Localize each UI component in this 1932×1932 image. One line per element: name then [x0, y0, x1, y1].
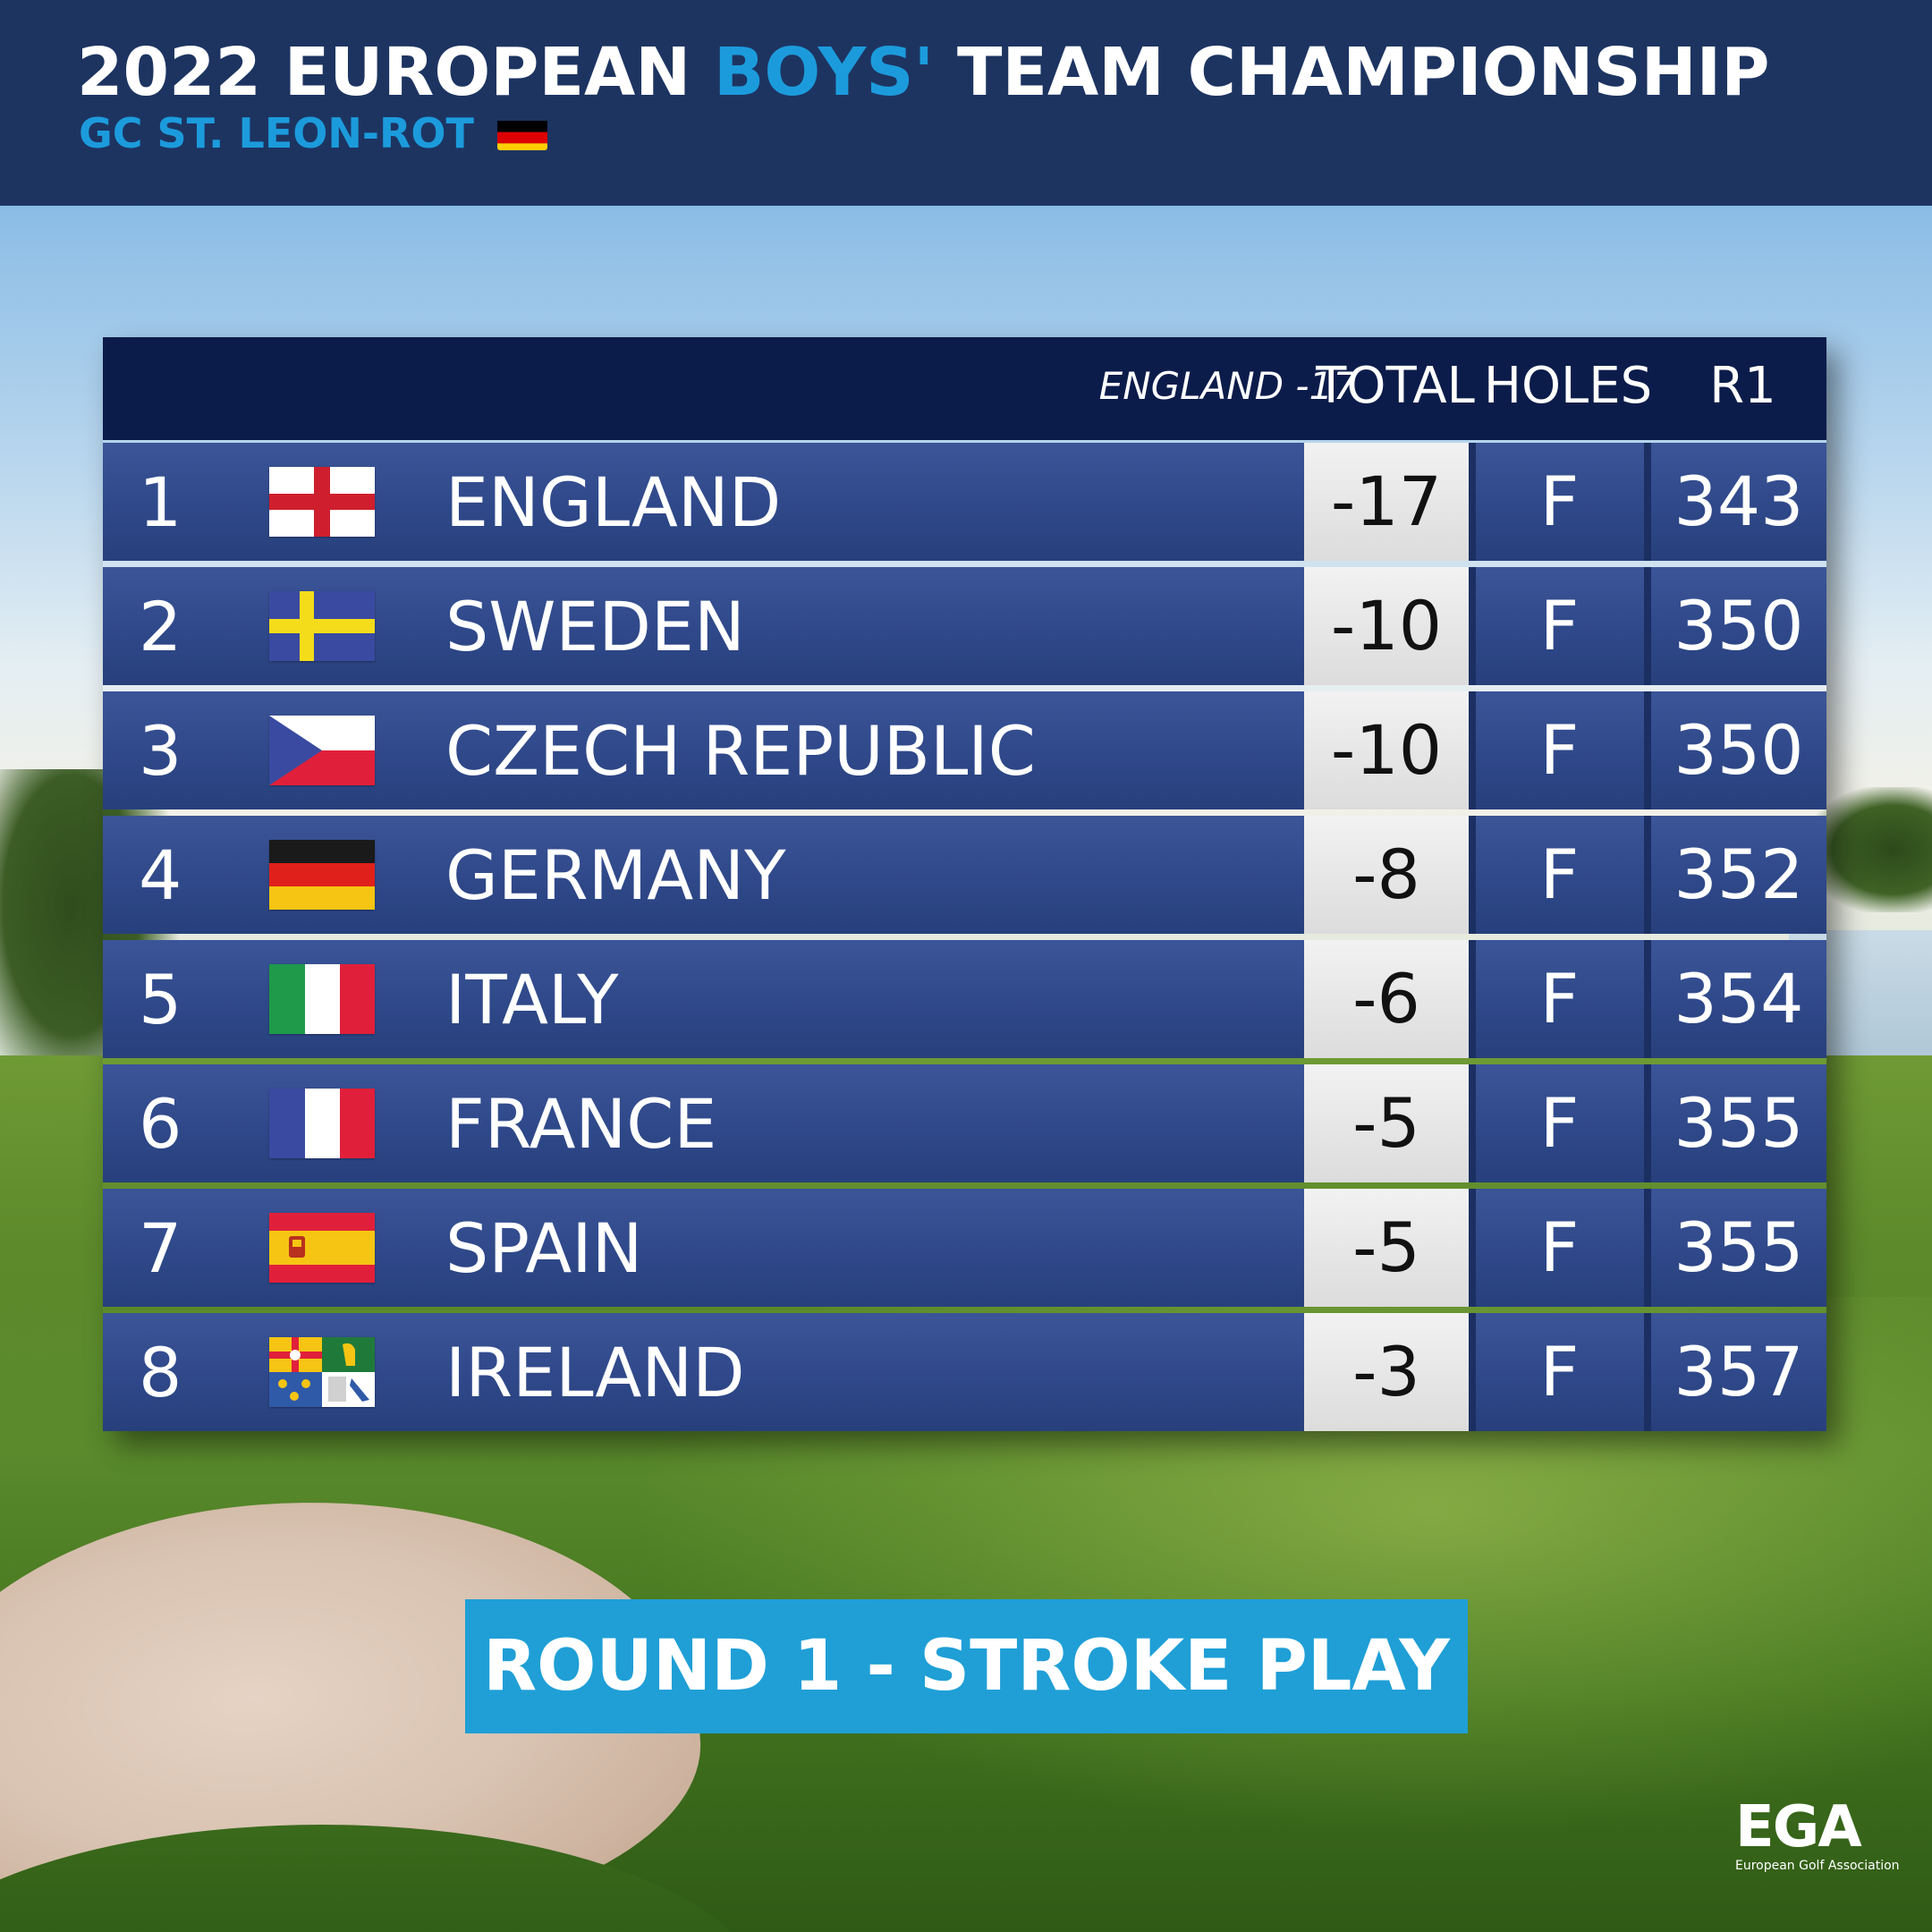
round-1-score: 354	[1674, 959, 1804, 1038]
position: 3	[139, 711, 182, 791]
holes-status: F	[1539, 1332, 1580, 1411]
table-row: 8 IRELAND -3 F 357	[103, 1313, 1826, 1431]
column-divider	[1644, 691, 1651, 809]
column-divider	[1644, 567, 1651, 685]
table-row: 3 CZECH REPUBLIC -10 F 350	[103, 691, 1826, 809]
holes-status: F	[1539, 586, 1580, 665]
holes-status: F	[1539, 959, 1580, 1038]
holes-status: F	[1539, 835, 1580, 914]
ega-logo-mark: EGA	[1735, 1794, 1862, 1860]
table-row: 1 ENGLAND -17 F 343	[103, 443, 1826, 561]
total-score: -10	[1304, 567, 1469, 685]
team-name: SPAIN	[445, 1208, 643, 1288]
title-part-1: 2022 EUROPEAN	[77, 34, 714, 111]
table-row: 2 SWEDEN -10 F 350	[103, 567, 1826, 685]
venue-name: GC ST. LEON-ROT	[79, 109, 474, 157]
spain-flag-icon	[269, 1213, 375, 1283]
column-divider	[1469, 691, 1476, 809]
holes-status: F	[1539, 1208, 1580, 1287]
ireland-four-provinces-flag-icon	[269, 1337, 375, 1407]
ega-logo-subtitle: European Golf Association	[1735, 1859, 1900, 1873]
venue-line: GC ST. LEON-ROT	[79, 109, 547, 157]
position: 8	[139, 1333, 182, 1412]
team-name: FRANCE	[445, 1084, 717, 1164]
column-divider	[1469, 1313, 1476, 1431]
column-divider	[1644, 1189, 1651, 1307]
position: 2	[139, 587, 182, 666]
position: 5	[139, 960, 182, 1039]
column-divider	[1469, 940, 1476, 1058]
position: 6	[139, 1084, 182, 1164]
position: 4	[139, 835, 182, 915]
team-name: ENGLAND	[445, 462, 782, 542]
column-divider	[1469, 1064, 1476, 1182]
column-divider	[1469, 816, 1476, 934]
column-divider	[1644, 443, 1651, 561]
round-banner: ROUND 1 - STROKE PLAY	[465, 1599, 1468, 1733]
total-score: -5	[1304, 1189, 1469, 1307]
round-1-score: 355	[1674, 1083, 1804, 1163]
france-flag-icon	[269, 1089, 375, 1158]
column-divider	[1644, 816, 1651, 934]
round-1-score: 350	[1674, 710, 1804, 790]
position: 1	[139, 462, 182, 542]
column-divider	[1469, 567, 1476, 685]
sweden-flag-icon	[269, 591, 375, 661]
column-divider	[1644, 1064, 1651, 1182]
event-title: 2022 EUROPEAN BOYS' TEAM CHAMPIONSHIP	[77, 34, 1769, 111]
team-name: SWEDEN	[445, 587, 745, 666]
germany-flag-icon	[496, 116, 547, 150]
holes-status: F	[1539, 710, 1580, 790]
column-divider	[1644, 940, 1651, 1058]
leaderboard-table: ENGLAND -17 TOTAL HOLES R1 1 ENGLAND -17…	[103, 337, 1826, 1431]
title-accent: BOYS'	[714, 34, 935, 111]
round-1-score: 350	[1674, 586, 1804, 665]
round-1-score: 357	[1674, 1332, 1804, 1411]
germany-flag-icon	[269, 840, 375, 910]
total-score: -5	[1304, 1064, 1469, 1182]
column-divider	[1469, 443, 1476, 561]
table-header: ENGLAND -17 TOTAL HOLES R1	[103, 337, 1826, 440]
table-row: 6 FRANCE -5 F 355	[103, 1064, 1826, 1182]
ega-logo: EGA European Golf Association	[1735, 1794, 1900, 1887]
england-flag-icon	[269, 467, 375, 537]
total-score: -10	[1304, 691, 1469, 809]
holes-status: F	[1539, 462, 1580, 541]
leader-note: ENGLAND -17	[1098, 364, 1357, 408]
team-name: GERMANY	[445, 835, 786, 915]
czech-republic-flag-icon	[269, 716, 375, 785]
team-name: ITALY	[445, 960, 619, 1039]
table-row: 7 SPAIN -5 F 355	[103, 1189, 1826, 1307]
round-1-score: 352	[1674, 835, 1804, 914]
column-divider	[1644, 1313, 1651, 1431]
total-score: -6	[1304, 940, 1469, 1058]
round-1-score: 355	[1674, 1208, 1804, 1287]
team-name: IRELAND	[445, 1333, 745, 1412]
column-divider	[1469, 1189, 1476, 1307]
column-header-holes: HOLES	[1483, 357, 1653, 415]
italy-flag-icon	[269, 964, 375, 1034]
title-part-2: TEAM CHAMPIONSHIP	[934, 34, 1770, 111]
total-score: -17	[1304, 443, 1469, 561]
position: 7	[139, 1208, 182, 1288]
total-score: -3	[1304, 1313, 1469, 1431]
holes-status: F	[1539, 1083, 1580, 1163]
team-name: CZECH REPUBLIC	[445, 711, 1036, 791]
column-header-total: TOTAL	[1316, 357, 1475, 415]
column-header-r1: R1	[1709, 357, 1776, 415]
round-1-score: 343	[1674, 462, 1804, 541]
header-banner: 2022 EUROPEAN BOYS' TEAM CHAMPIONSHIP GC…	[0, 0, 1932, 206]
total-score: -8	[1304, 816, 1469, 934]
table-row: 5 ITALY -6 F 354	[103, 940, 1826, 1058]
table-row: 4 GERMANY -8 F 352	[103, 816, 1826, 934]
trees-right	[1807, 787, 1932, 912]
